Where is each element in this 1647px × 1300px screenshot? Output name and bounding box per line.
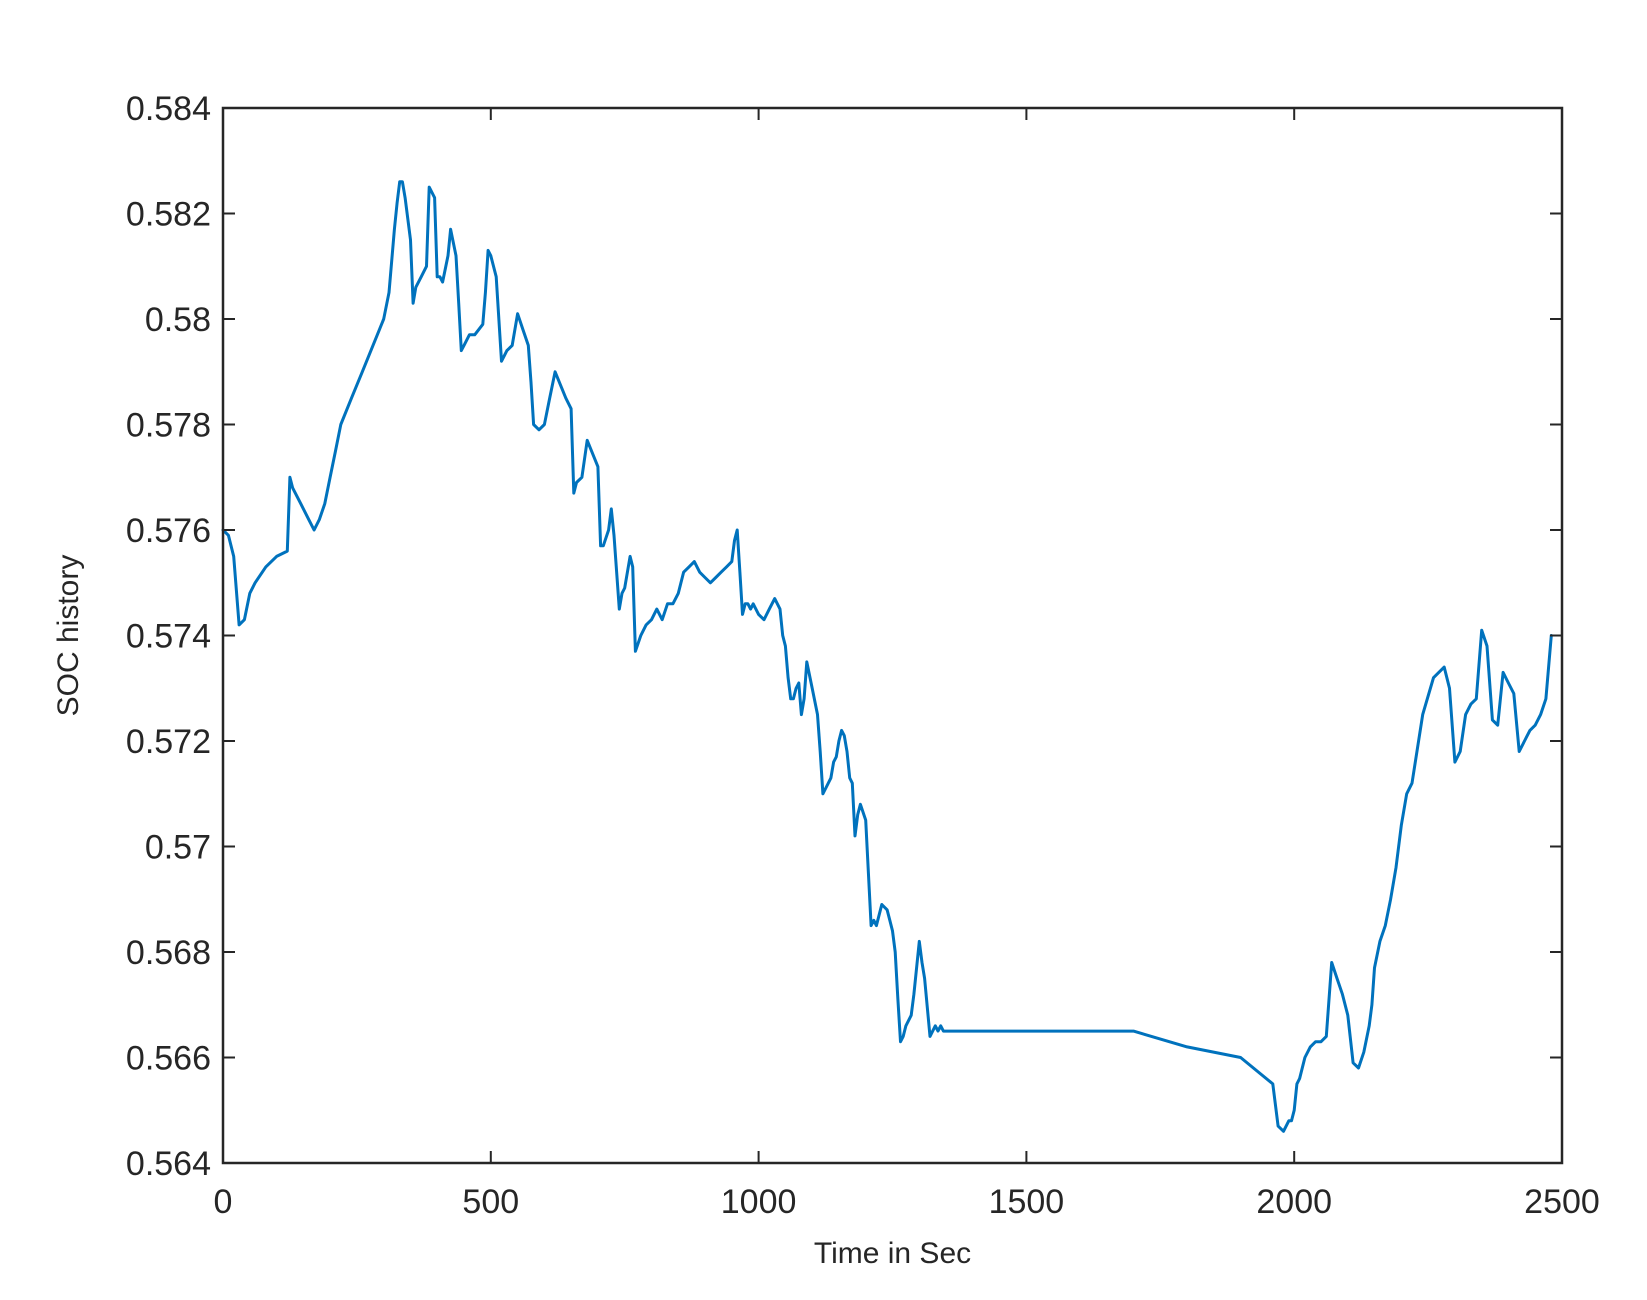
y-tick-label: 0.566 <box>126 1040 211 1078</box>
y-tick-label: 0.578 <box>126 407 211 445</box>
y-tick-label: 0.574 <box>126 618 211 656</box>
y-tick-label: 0.57 <box>145 829 211 867</box>
axis-ticks <box>222 107 1563 1164</box>
x-tick-label: 2500 <box>1524 1183 1600 1221</box>
y-tick-label: 0.582 <box>126 196 211 234</box>
x-axis-title: Time in Sec <box>814 1237 971 1270</box>
x-tick-label: 0 <box>214 1183 233 1221</box>
y-tick-label: 0.572 <box>126 723 211 761</box>
x-tick-label: 1500 <box>989 1183 1065 1221</box>
x-tick-label: 1000 <box>721 1183 797 1221</box>
tick-labels: 0 500 1000 1500 2000 2500 0.564 0.566 0.568 0.57 0… <box>126 90 1600 1221</box>
y-tick-label: 0.58 <box>145 301 211 339</box>
x-tick-label: 500 <box>462 1183 519 1221</box>
y-tick-label: 0.584 <box>126 90 211 128</box>
y-tick-label: 0.564 <box>126 1145 211 1183</box>
x-tick-label: 2000 <box>1256 1183 1332 1221</box>
y-axis-title: SOC history <box>52 555 85 717</box>
soc-series-line <box>221 180 1553 1133</box>
data-layer <box>221 180 1553 1133</box>
y-tick-label: 0.576 <box>126 512 211 550</box>
y-tick-label: 0.568 <box>126 934 211 972</box>
